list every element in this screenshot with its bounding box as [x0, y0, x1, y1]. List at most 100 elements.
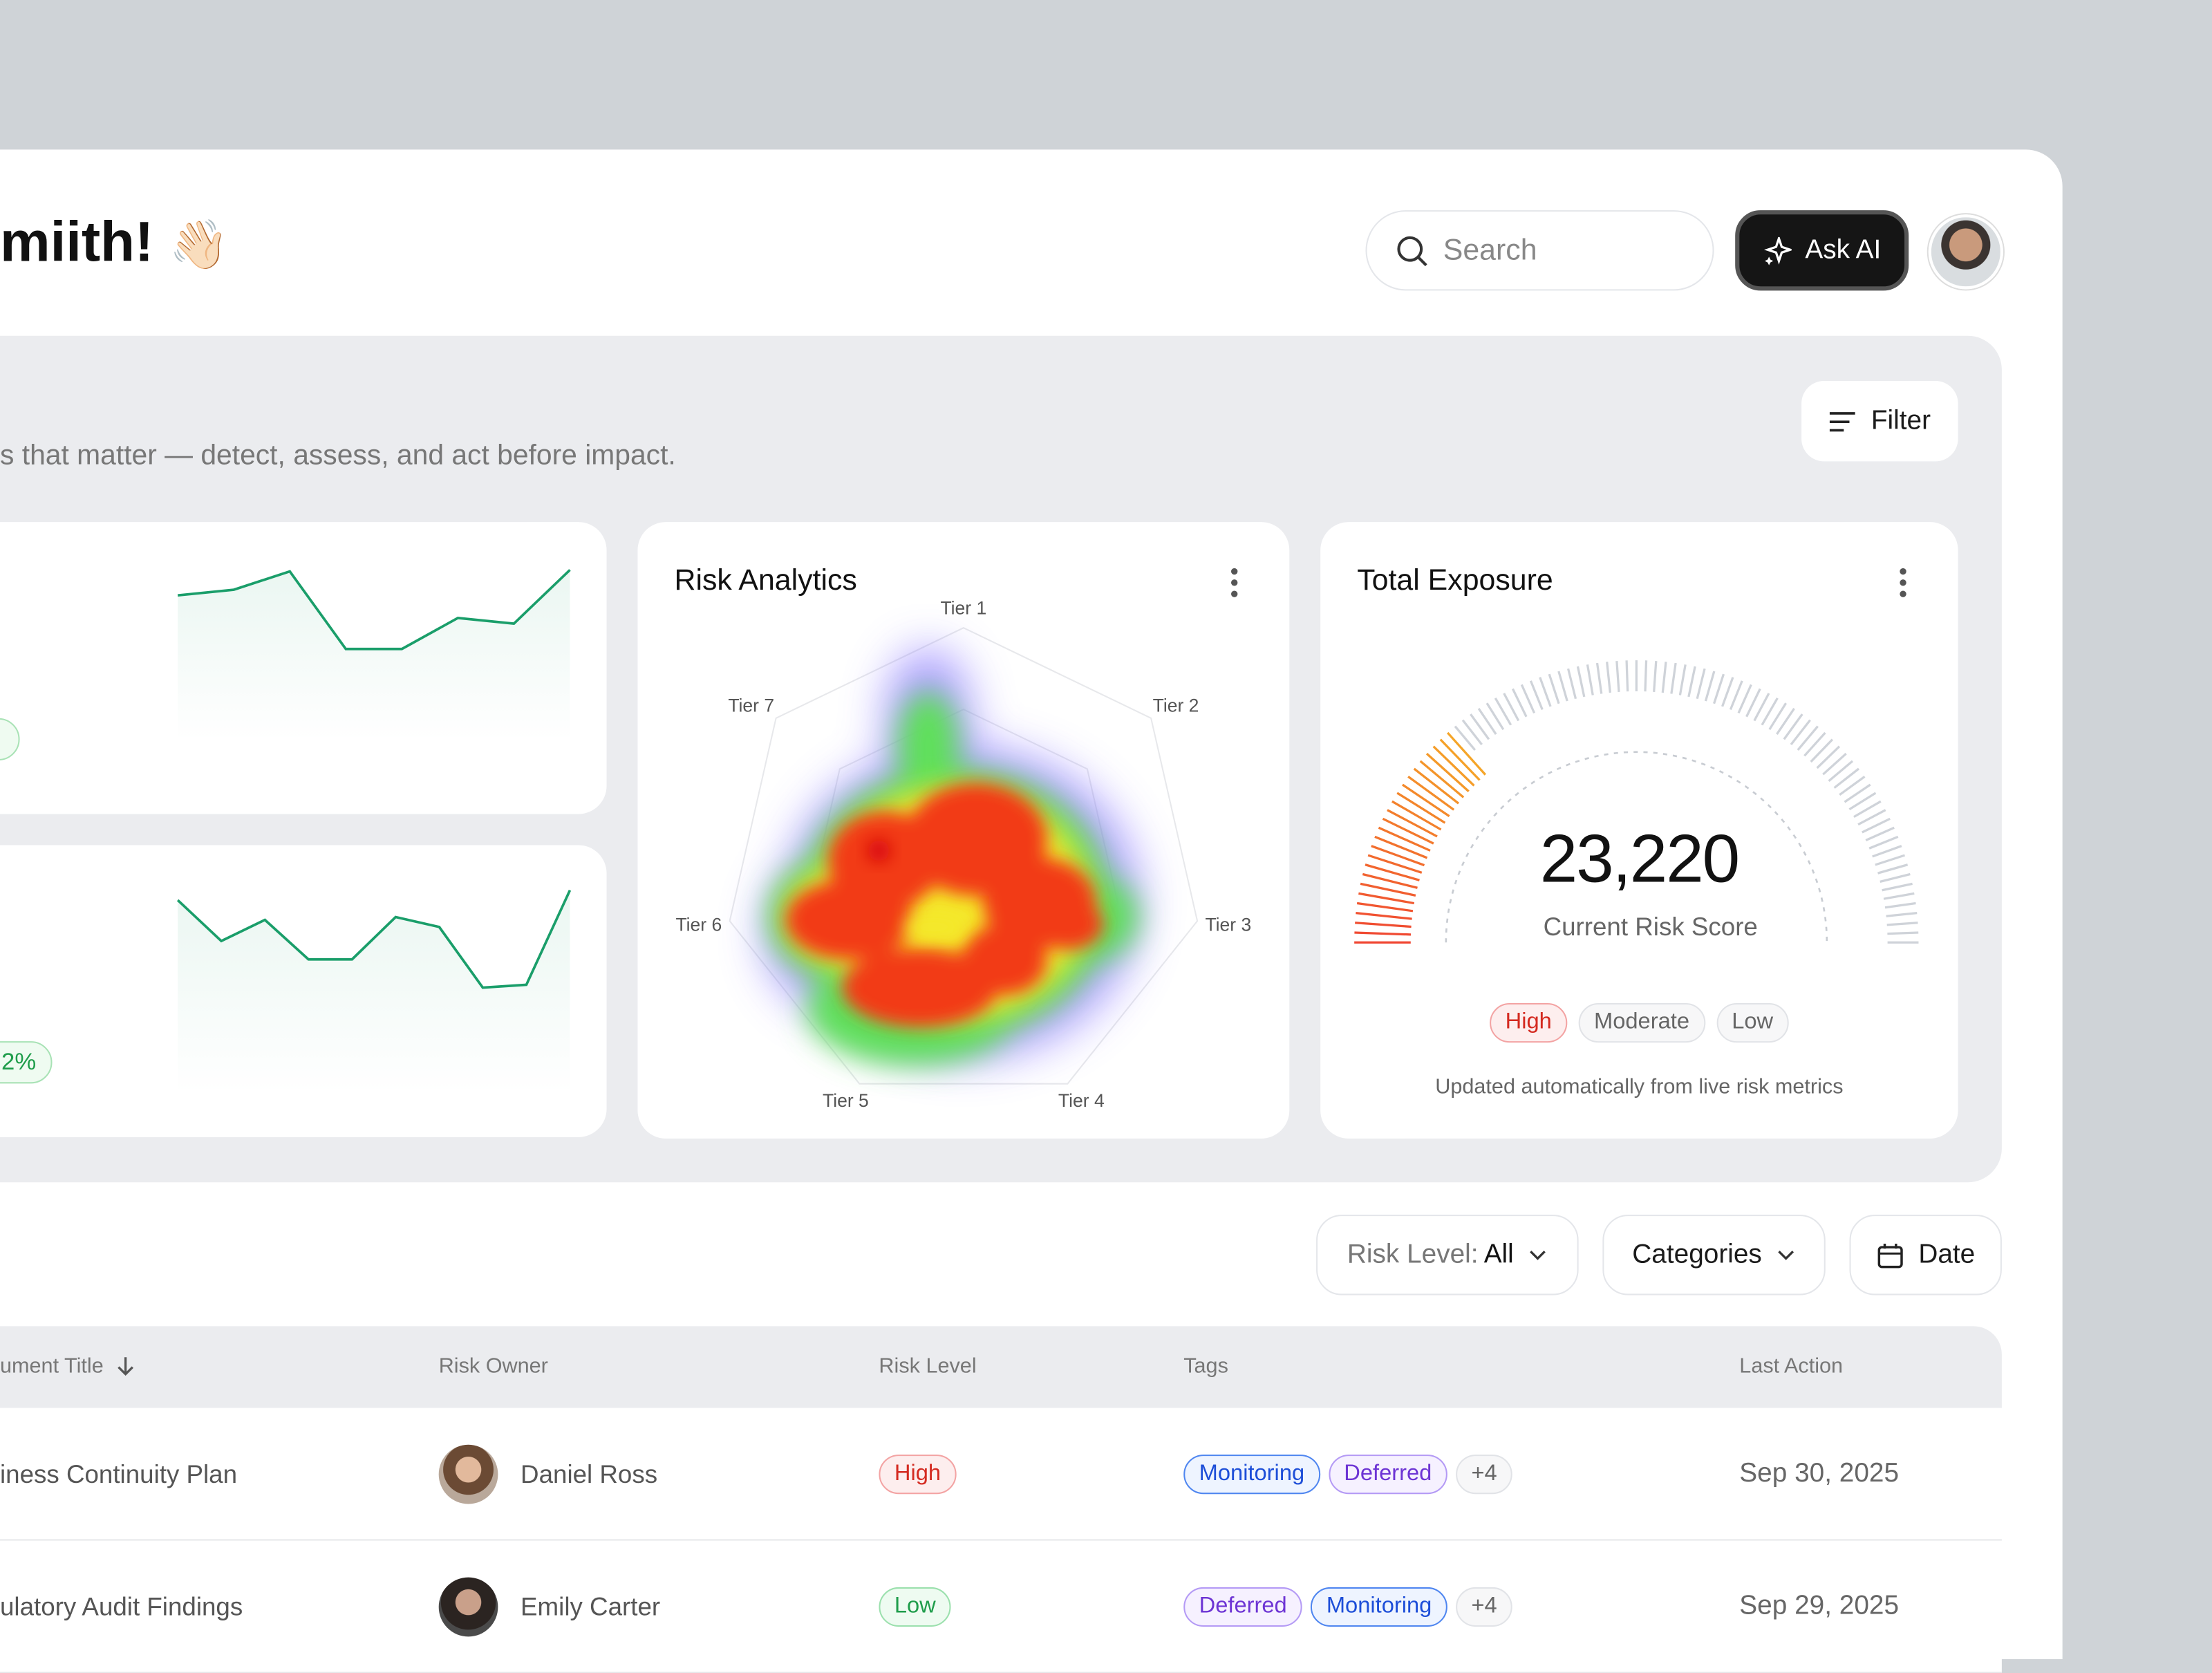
radar-ring — [729, 627, 1199, 1085]
gauge-tick — [1783, 713, 1803, 740]
risk-level-badge: Low — [879, 1587, 952, 1627]
gauge-tick — [1539, 677, 1552, 707]
date-filter[interactable]: Date — [1849, 1215, 2002, 1296]
metric-card: 2% — [0, 845, 607, 1137]
gauge-tick — [1360, 882, 1416, 897]
gauge-tick — [1803, 731, 1826, 757]
header-text: Risk Level — [879, 1354, 977, 1378]
title-cell: iness Continuity Plan — [0, 1408, 237, 1541]
sort-icon[interactable] — [115, 1354, 138, 1377]
gauge-tick — [1745, 688, 1761, 718]
gauge-tick — [1511, 688, 1528, 718]
more-menu[interactable] — [1896, 567, 1910, 601]
tier-label: Tier 4 — [1058, 1090, 1105, 1111]
column-header: Tags — [1183, 1354, 1228, 1378]
gauge-tick — [1776, 707, 1795, 736]
total-exposure-card: Total Exposure 23,220 Current Risk Score… — [1320, 522, 1958, 1139]
gauge-tick — [1882, 882, 1913, 892]
owner-cell: Daniel Ross — [438, 1408, 657, 1541]
gauge-tick — [1461, 719, 1483, 746]
risk-level-value: All — [1483, 1239, 1514, 1269]
gauge-tick — [1371, 845, 1425, 867]
gauge-tick — [1848, 792, 1877, 811]
gauge-tick — [1382, 817, 1434, 845]
search-box[interactable]: Search — [1365, 210, 1714, 291]
sparkline-area — [178, 890, 570, 1094]
risk-level-filter[interactable]: Risk Level: All — [1316, 1215, 1579, 1296]
gauge-tick — [1625, 660, 1629, 692]
radar-heatmap: Tier 1 Tier 2 Tier 3 Tier 4 Tier 5 Tier 6 Tier… — [675, 597, 1251, 1111]
tag-badge: Deferred — [1183, 1587, 1303, 1627]
gauge-tick — [1567, 668, 1577, 700]
gauge-tick — [1678, 664, 1687, 695]
gauge-tick — [1606, 662, 1611, 693]
card-title: Total Exposure — [1357, 564, 1553, 597]
legend-badge: High — [1490, 1003, 1568, 1043]
gauge-tick — [1868, 835, 1899, 850]
gauge-tick — [1872, 845, 1902, 858]
gauge-tick — [1661, 662, 1667, 693]
gauge-tick — [1367, 854, 1423, 874]
gauge-tick — [1374, 835, 1428, 859]
gauge-tick — [1880, 872, 1911, 883]
gauge-tick — [1454, 725, 1477, 751]
gauge-tick — [1862, 817, 1891, 834]
heat-hot — [785, 783, 1103, 1027]
sparkline — [176, 889, 572, 1094]
risk-level-badge: High — [879, 1455, 957, 1495]
gauge-tick — [1816, 745, 1841, 769]
chevron — [1778, 1250, 1794, 1260]
user-avatar[interactable] — [1928, 214, 2003, 290]
gauge-tick — [1354, 931, 1412, 936]
title-cell: ulatory Audit Findings — [0, 1541, 243, 1673]
header-text: Risk Owner — [438, 1354, 548, 1378]
gauge-tick — [1696, 668, 1706, 700]
gauge-tick — [1844, 783, 1871, 803]
tier-label: Tier 1 — [940, 597, 986, 618]
gauge-tick — [1586, 664, 1594, 695]
tier-label: Tier 7 — [728, 695, 774, 716]
gauge-tick — [1687, 666, 1696, 698]
gauge-tick — [1886, 911, 1918, 917]
gauge-tick — [1670, 662, 1677, 694]
gauge-tick — [1387, 809, 1438, 838]
owner-name: Emily Carter — [521, 1592, 661, 1620]
categories-filter[interactable]: Categories — [1602, 1215, 1826, 1296]
column-header: Risk Level — [879, 1354, 976, 1378]
tier-label: Tier 5 — [823, 1090, 869, 1111]
gauge-tick — [1713, 673, 1725, 704]
gauge-tick — [1378, 826, 1431, 852]
level-cell: High — [879, 1408, 964, 1541]
search-icon — [1397, 235, 1427, 266]
gauge-tick — [1407, 776, 1455, 811]
gauge-tick — [1887, 931, 1919, 935]
gauge-tick — [1653, 660, 1658, 692]
gauge-tick — [1828, 760, 1854, 783]
gauge-inner-arc — [1445, 751, 1828, 943]
gauge-tick — [1883, 892, 1915, 900]
gauge-tick — [1358, 892, 1415, 905]
gauge-tick — [1503, 693, 1520, 722]
sparkle-icon — [1763, 236, 1791, 265]
gauge-tick — [1797, 725, 1819, 751]
gauge-tick — [1615, 660, 1620, 692]
ask-ai-button[interactable]: Ask AI — [1735, 210, 1909, 291]
heat-peak — [868, 839, 890, 862]
gauge-tick — [1822, 752, 1847, 776]
gauge-tick — [1884, 901, 1916, 909]
last-action-date: Sep 30, 2025 — [1739, 1459, 1900, 1489]
gauge-tick — [1355, 922, 1412, 928]
legend-badge: Moderate — [1578, 1003, 1705, 1043]
date-cell: Sep 30, 2025 — [1739, 1408, 1899, 1541]
gauge-tick — [1425, 752, 1470, 792]
gauge-tick — [1761, 697, 1779, 726]
sort-arrow — [118, 1357, 134, 1376]
owner-cell: Emily Carter — [438, 1541, 661, 1673]
greeting: miith! 👋🏻 — [0, 212, 229, 275]
tag-badge: Deferred — [1328, 1455, 1447, 1495]
more-menu[interactable] — [1227, 567, 1241, 601]
filter-button[interactable]: Filter — [1801, 381, 1958, 462]
legend-badge: Low — [1716, 1003, 1789, 1043]
